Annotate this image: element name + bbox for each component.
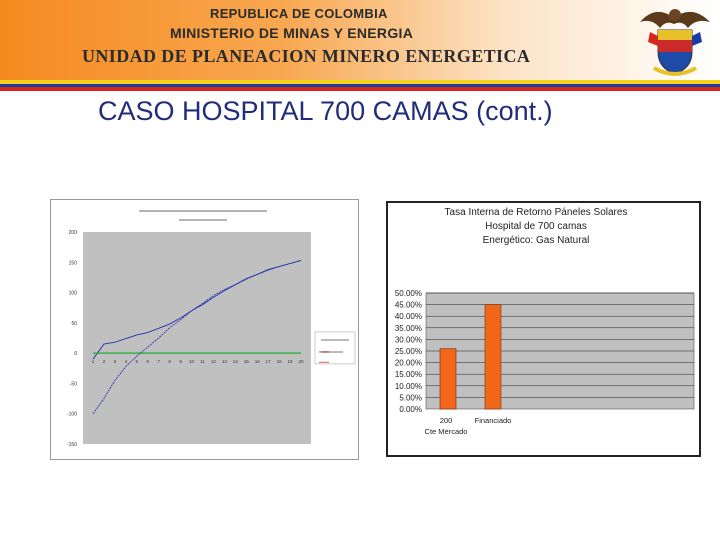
x-tick-label: 14: [233, 359, 239, 364]
bar-1: [439, 348, 457, 410]
x-tick-label: 2: [103, 359, 106, 364]
y-tick-label: 20.00%: [395, 359, 422, 368]
x-tick-label: 18: [277, 359, 283, 364]
y-tick-label: 150: [69, 260, 78, 266]
y-tick-label: 45.00%: [395, 301, 422, 310]
irr-bar-chart: Tasa Interna de Retorno Páneles Solares H…: [386, 201, 701, 457]
chart-title-line: Energético: Gas Natural: [483, 235, 590, 246]
x-tick-label: 19: [288, 359, 294, 364]
y-tick-label: 30.00%: [395, 335, 422, 344]
stripe-yellow: [0, 80, 720, 84]
header-banner: REPUBLICA DE COLOMBIA MINISTERIO DE MINA…: [0, 0, 720, 80]
x-tick-label: 12: [211, 359, 217, 364]
x-tick-label: 1: [92, 359, 95, 364]
y-tick-label: 10.00%: [395, 382, 422, 391]
x-tick-label: 3: [114, 359, 117, 364]
y-tick-label: 5.00%: [399, 393, 422, 402]
x-tick-label: 17: [266, 359, 272, 364]
legend-box: [314, 331, 356, 365]
x-tick-label: 8: [168, 359, 171, 364]
x-tick-label: 13: [222, 359, 228, 364]
x-tick-label: Financiado: [475, 416, 512, 425]
x-tick-label: 16: [255, 359, 261, 364]
stripe-blue: [0, 84, 720, 87]
slide-title: CASO HOSPITAL 700 CAMAS (cont.): [98, 96, 553, 126]
x-tick-label: 11: [200, 359, 205, 364]
x-tick-label: 15: [244, 359, 250, 364]
y-tick-label: -100: [67, 412, 77, 418]
x-tick-label: 200: [440, 416, 453, 425]
y-tick-label: 200: [69, 230, 78, 236]
chart-title-line: Hospital de 700 camas: [485, 221, 587, 232]
y-tick-label: 35.00%: [395, 324, 422, 333]
chart-title-line: Tasa Interna de Retorno Páneles Solares: [445, 207, 628, 218]
y-tick-label: 0.00%: [399, 405, 422, 414]
y-tick-label: 40.00%: [395, 312, 422, 321]
x-tick-label: 4: [125, 359, 128, 364]
y-tick-label: 50.00%: [395, 289, 422, 298]
x-tick-label: 20: [298, 359, 304, 364]
y-tick-label: 100: [69, 291, 78, 297]
bar-2: [484, 304, 502, 410]
series-line-1: [92, 260, 302, 414]
npv-line-chart: -150 -100 -50 0 50 100 150 200 1 2 3 4 5 6 7 8 9 10 11 12 13…: [50, 199, 359, 460]
x-tick-label: Cte Mercado: [425, 427, 468, 436]
series-line-2: [92, 260, 302, 360]
y-tick-label: 25.00%: [395, 347, 422, 356]
y-tick-label: 50: [71, 321, 77, 327]
header-ministry: MINISTERIO DE MINAS Y ENERGIA: [170, 25, 414, 41]
stripe-red: [0, 87, 720, 91]
header-republic: REPUBLICA DE COLOMBIA: [210, 6, 388, 21]
plot-area: [83, 232, 311, 444]
header-unit: UNIDAD DE PLANEACION MINERO ENERGETICA: [82, 46, 531, 66]
x-tick-label: 9: [179, 359, 182, 364]
colombia-coat-of-arms-icon: [640, 9, 710, 76]
y-tick-label: 0: [74, 351, 77, 357]
x-tick-label: 7: [157, 359, 160, 364]
x-tick-label: 6: [146, 359, 149, 364]
irr-bar-chart-svg: Tasa Interna de Retorno Páneles Solares H…: [395, 207, 695, 436]
x-tick-label: 5: [136, 359, 139, 364]
y-tick-label: 15.00%: [395, 370, 422, 379]
y-tick-label: -150: [67, 442, 77, 448]
x-tick-label: 10: [189, 359, 195, 364]
y-tick-label: -50: [70, 381, 77, 387]
